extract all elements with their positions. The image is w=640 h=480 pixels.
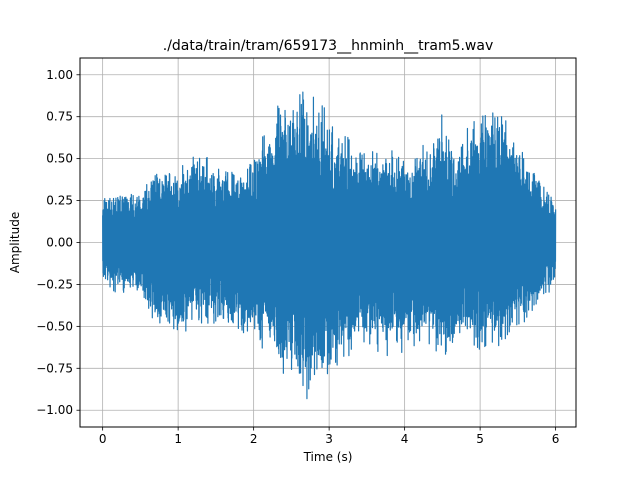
x-tick-label: 5 xyxy=(476,432,484,446)
x-axis-label: Time (s) xyxy=(303,450,353,464)
y-tick-label: 0.25 xyxy=(46,194,73,208)
chart-title: ./data/train/tram/659173__hnminh__tram5.… xyxy=(163,38,494,54)
x-tick-label: 4 xyxy=(401,432,409,446)
y-axis-label: Amplitude xyxy=(8,212,22,274)
x-tick-label: 2 xyxy=(250,432,258,446)
x-axis-ticks: 0 1 2 3 4 5 6 xyxy=(99,427,560,446)
x-tick-label: 1 xyxy=(174,432,182,446)
y-tick-label: 0.00 xyxy=(46,236,73,250)
y-tick-label: −0.25 xyxy=(36,277,73,291)
x-tick-label: 3 xyxy=(325,432,333,446)
y-tick-label: −0.75 xyxy=(36,361,73,375)
y-tick-label: 0.50 xyxy=(46,152,73,166)
y-axis-ticks: −1.00 −0.75 −0.50 −0.25 0.00 0.25 0.50 0.75 1.00 xyxy=(36,68,80,417)
y-tick-label: 1.00 xyxy=(46,68,73,82)
y-tick-label: −0.50 xyxy=(36,319,73,333)
x-tick-label: 6 xyxy=(552,432,560,446)
y-tick-label: −1.00 xyxy=(36,403,73,417)
signal-group xyxy=(102,91,557,400)
waveform-line xyxy=(102,91,557,400)
y-tick-label: 0.75 xyxy=(46,110,73,124)
x-tick-label: 0 xyxy=(99,432,107,446)
